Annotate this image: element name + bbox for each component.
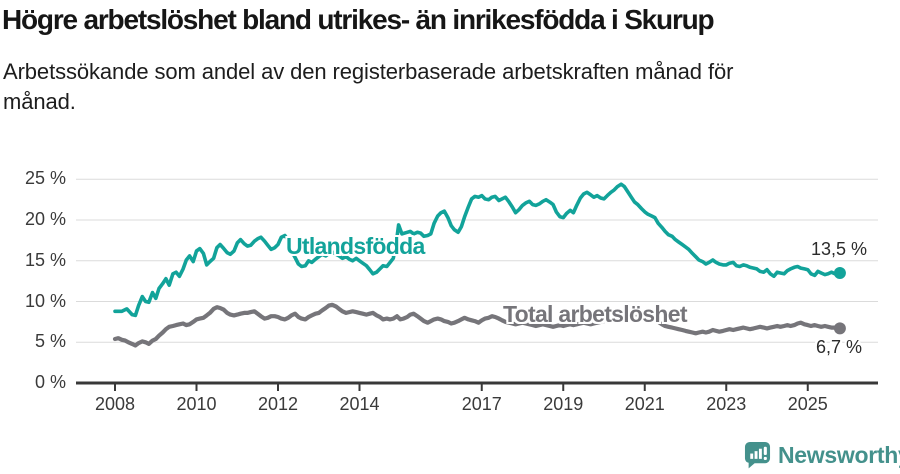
y-axis-tick-label: 25 % bbox=[24, 168, 66, 189]
y-axis-tick-label: 20 % bbox=[24, 209, 66, 230]
newsworthy-bar-chart-bubble-icon bbox=[744, 441, 771, 469]
series-end-dot-total-arbetsloshet bbox=[833, 322, 846, 335]
chart-subtitle-line2: månad. bbox=[3, 89, 76, 114]
series-end-dot-utlandsfodda bbox=[833, 267, 846, 279]
newsworthy-brand-text: Newsworthy bbox=[778, 441, 900, 468]
y-axis-tick-label: 0 % bbox=[34, 372, 66, 392]
y-axis-tick-label: 10 % bbox=[24, 290, 66, 311]
x-axis-tick-label: 2014 bbox=[339, 394, 380, 414]
chart-subtitle-line1: Arbetssökande som andel av den registerb… bbox=[3, 59, 734, 84]
x-axis-tick-label: 2010 bbox=[176, 394, 217, 414]
chart-subtitle: Arbetssökande som andel av den registerb… bbox=[3, 57, 733, 117]
chart-title: Högre arbetslöshet bland utrikes- än inr… bbox=[2, 4, 715, 35]
series-label-utlandsfodda: Utlandsfödda bbox=[286, 233, 425, 259]
x-axis-tick-label: 2008 bbox=[94, 394, 136, 414]
x-axis-tick-label: 2021 bbox=[624, 394, 665, 414]
newsworthy-logo: Newsworthy bbox=[744, 440, 900, 470]
x-axis-tick-label: 2023 bbox=[706, 394, 747, 414]
y-axis-tick-label: 5 % bbox=[34, 331, 66, 352]
y-axis-tick-label: 15 % bbox=[24, 249, 66, 270]
x-axis-tick-label: 2019 bbox=[543, 394, 584, 414]
x-axis-tick-label: 2012 bbox=[257, 394, 299, 414]
series-label-total-arbetsloshet: Total arbetslöshet bbox=[503, 301, 687, 327]
series-line-total-arbetsloshet bbox=[112, 302, 843, 348]
end-value-label-utlandsfodda: 13,5 % bbox=[811, 239, 868, 259]
x-axis-tick-label: 2017 bbox=[461, 394, 502, 414]
x-axis-tick-label: 2025 bbox=[787, 394, 828, 414]
end-value-label-total-arbetsloshet: 6,7 % bbox=[816, 337, 863, 357]
series-line-utlandsfodda bbox=[113, 182, 842, 318]
